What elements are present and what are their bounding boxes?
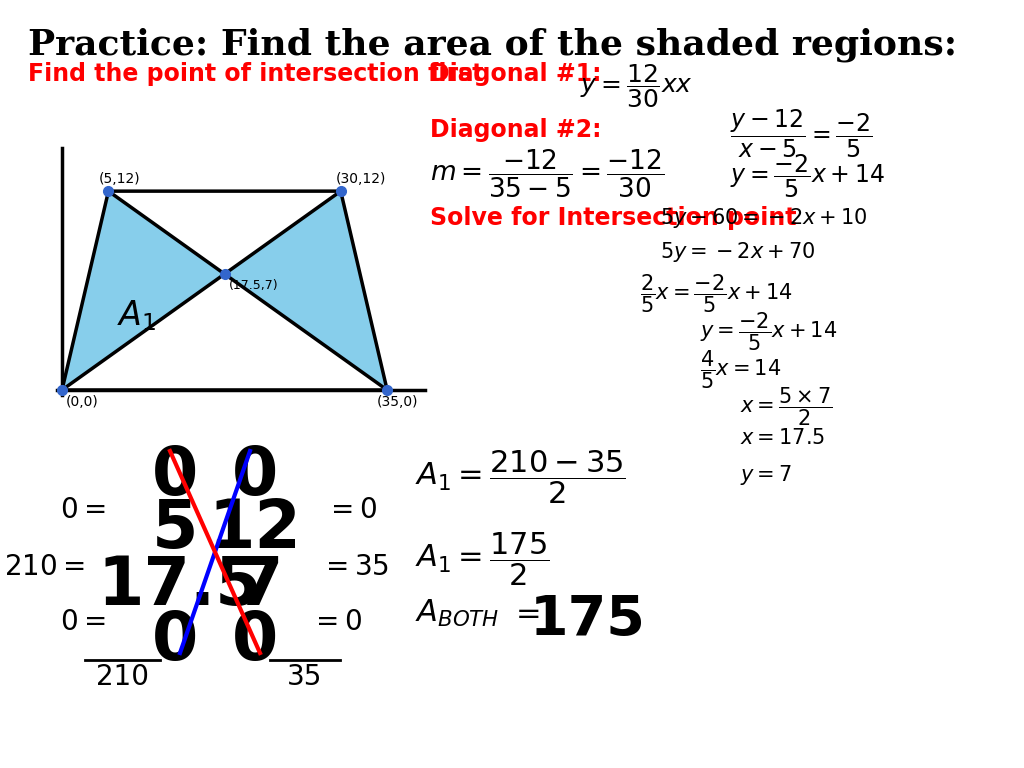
Text: $x = \dfrac{5\times7}{2}$: $x = \dfrac{5\times7}{2}$ xyxy=(740,385,833,428)
Text: $= 0$: $= 0$ xyxy=(310,608,361,636)
Text: $y = \dfrac{-2}{5}x+14$: $y = \dfrac{-2}{5}x+14$ xyxy=(700,310,838,353)
Text: $y = \dfrac{12}{30}xx$: $y = \dfrac{12}{30}xx$ xyxy=(580,62,693,110)
Text: 0: 0 xyxy=(152,608,199,674)
Text: $= 35$: $= 35$ xyxy=(319,553,389,581)
Text: $A_1 = \dfrac{175}{2}$: $A_1 = \dfrac{175}{2}$ xyxy=(415,530,550,588)
Text: $0 = $: $0 = $ xyxy=(59,496,105,524)
Text: $5y = -2x+70$: $5y = -2x+70$ xyxy=(660,240,815,264)
Text: $y = 7$: $y = 7$ xyxy=(740,463,792,487)
Text: $\dfrac{4}{5}x = 14$: $\dfrac{4}{5}x = 14$ xyxy=(700,348,781,390)
Text: $210 = $: $210 = $ xyxy=(4,553,85,581)
Text: $\dfrac{2}{5}x = \dfrac{-2}{5}x+14$: $\dfrac{2}{5}x = \dfrac{-2}{5}x+14$ xyxy=(640,272,793,315)
Text: $=$: $=$ xyxy=(510,598,541,627)
Text: Diagonal #2:: Diagonal #2: xyxy=(430,118,601,142)
Text: $y = \dfrac{-2}{5}x+14$: $y = \dfrac{-2}{5}x+14$ xyxy=(730,153,885,200)
Text: 35: 35 xyxy=(288,663,323,691)
Text: $m = \dfrac{-12}{35-5} = \dfrac{-12}{30}$: $m = \dfrac{-12}{35-5} = \dfrac{-12}{30}… xyxy=(430,148,665,200)
Text: (5,12): (5,12) xyxy=(98,172,140,186)
Text: $0 = $: $0 = $ xyxy=(59,608,105,636)
Text: 17.5: 17.5 xyxy=(97,553,262,619)
Text: 175: 175 xyxy=(530,593,646,647)
Text: $5y - 60 = -2x+10$: $5y - 60 = -2x+10$ xyxy=(660,206,867,230)
Text: 0: 0 xyxy=(231,608,279,674)
Text: Practice: Find the area of the shaded regions:: Practice: Find the area of the shaded re… xyxy=(28,28,957,62)
Text: 0: 0 xyxy=(231,443,279,509)
Text: Diagonal #1:: Diagonal #1: xyxy=(430,62,601,86)
Text: 210: 210 xyxy=(96,663,150,691)
Text: Find the point of intersection first: Find the point of intersection first xyxy=(28,62,483,86)
Text: 12: 12 xyxy=(209,496,301,562)
Text: (35,0): (35,0) xyxy=(377,395,419,409)
Text: (0,0): (0,0) xyxy=(66,395,98,409)
Text: $A_{BOTH}$: $A_{BOTH}$ xyxy=(415,598,500,629)
Text: $A_1$: $A_1$ xyxy=(117,298,156,333)
Text: 7: 7 xyxy=(237,553,284,619)
Polygon shape xyxy=(62,191,224,390)
Text: $x = 17.5$: $x = 17.5$ xyxy=(740,428,825,448)
Text: 0: 0 xyxy=(152,443,199,509)
Polygon shape xyxy=(224,191,387,390)
Text: $= 0$: $= 0$ xyxy=(325,496,377,524)
Text: 5: 5 xyxy=(152,496,199,562)
Text: $\dfrac{y-12}{x-5} = \dfrac{-2}{5}$: $\dfrac{y-12}{x-5} = \dfrac{-2}{5}$ xyxy=(730,108,872,161)
Text: (30,12): (30,12) xyxy=(336,172,386,186)
Text: $A_1 = \dfrac{210 - 35}{2}$: $A_1 = \dfrac{210 - 35}{2}$ xyxy=(415,448,626,505)
Text: Solve for Intersection point: Solve for Intersection point xyxy=(430,206,797,230)
Text: (17.5,7): (17.5,7) xyxy=(228,279,279,292)
